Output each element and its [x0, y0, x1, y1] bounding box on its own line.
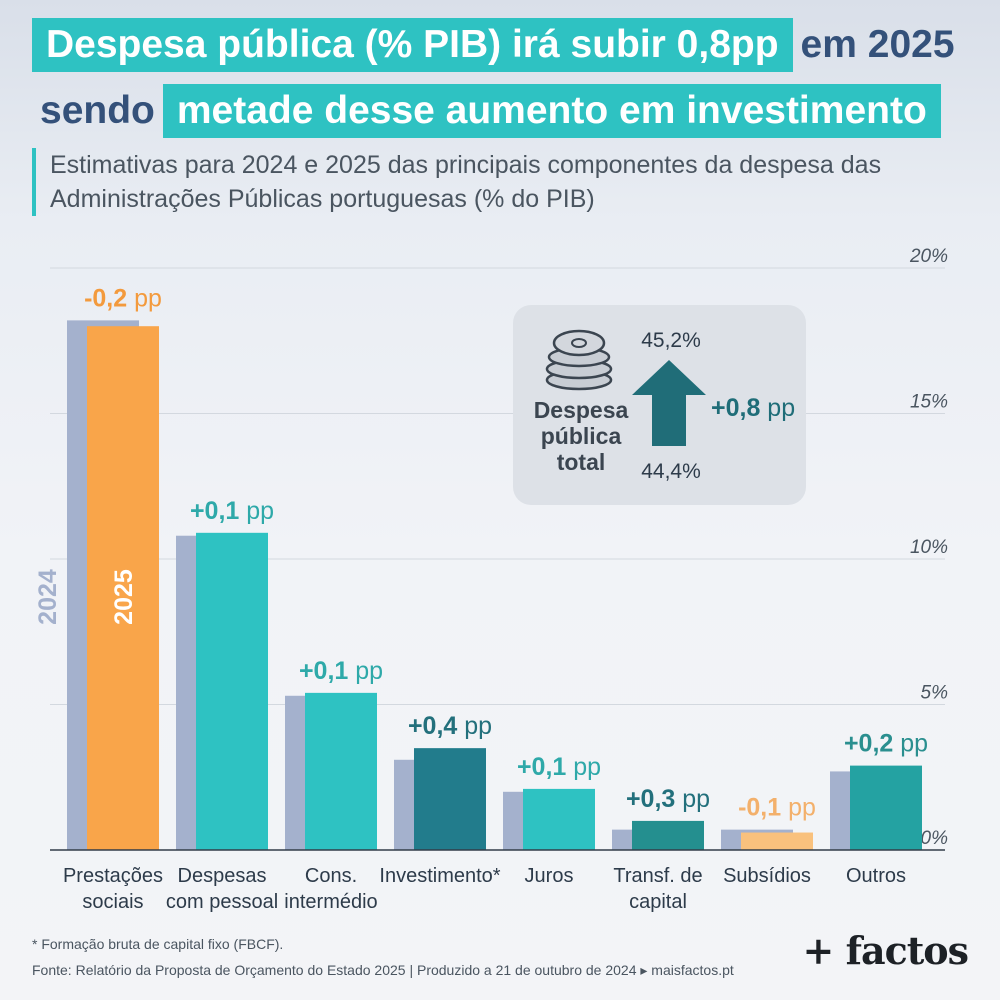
value-2024: 44,4% — [641, 460, 701, 483]
y-tick-label: 0% — [921, 828, 949, 849]
category-label: Outros — [846, 865, 906, 887]
value-2025: 45,2% — [641, 329, 701, 352]
bar-2025 — [523, 788, 595, 850]
bar-2025 — [632, 820, 704, 850]
y-tick-label: 5% — [921, 683, 949, 704]
change-label: +0,1 pp — [517, 753, 601, 781]
category-label: Investimento* — [379, 865, 500, 887]
bar-2025 — [87, 326, 159, 850]
category-label: Juros — [525, 865, 574, 887]
change-label: +0,1 pp — [190, 497, 274, 525]
change-label: +0,3 pp — [626, 785, 710, 813]
coin — [552, 329, 606, 357]
title-line-2: sendo metade desse aumento em investimen… — [32, 84, 941, 138]
y-tick-label: 20% — [909, 246, 948, 267]
series-label-2025: 2025 — [110, 569, 138, 625]
bar-2025 — [305, 692, 377, 850]
chart-subtitle: Estimativas para 2024 e 2025 das princip… — [32, 148, 990, 216]
title-plain-2: sendo — [40, 89, 155, 132]
change-label: +0,2 pp — [844, 730, 928, 758]
title-plain-1: em 2025 — [800, 23, 955, 66]
title-line-1: Despesa pública (% PIB) irá subir 0,8pp … — [32, 18, 963, 72]
brand-logo: + factos — [802, 928, 969, 973]
title-highlight-1: Despesa pública (% PIB) irá subir 0,8pp — [32, 18, 793, 72]
title-highlight-2: metade desse aumento em investimento — [162, 84, 941, 138]
total-change-label: +0,8 pp — [711, 394, 795, 422]
y-tick-label: 15% — [910, 392, 948, 413]
category-label: Prestações sociais — [63, 865, 163, 913]
category-label: Despesas com pessoal — [166, 865, 278, 913]
info-box-label: Despesa pública total — [534, 397, 629, 475]
category-label: Subsídios — [723, 865, 811, 887]
category-label: Transf. de capital — [613, 865, 702, 913]
bar-2025 — [196, 532, 268, 850]
y-tick-label: 10% — [910, 537, 948, 558]
footnote: * Formação bruta de capital fixo (FBCF). — [32, 936, 284, 952]
change-label: +0,1 pp — [299, 657, 383, 685]
up-arrow-icon — [632, 360, 706, 446]
change-label: +0,4 pp — [408, 712, 492, 740]
bar-2025 — [741, 832, 813, 850]
source-note: Fonte: Relatório da Proposta de Orçament… — [32, 962, 734, 978]
category-label: Cons. intermédio — [284, 865, 377, 913]
bar-2025 — [850, 765, 922, 850]
series-label-2024: 2024 — [34, 569, 62, 625]
change-label: -0,1 pp — [738, 794, 816, 822]
coins-icon — [545, 329, 613, 391]
change-label: -0,2 pp — [84, 284, 162, 312]
bar-2025 — [414, 748, 486, 850]
coin — [571, 338, 587, 348]
